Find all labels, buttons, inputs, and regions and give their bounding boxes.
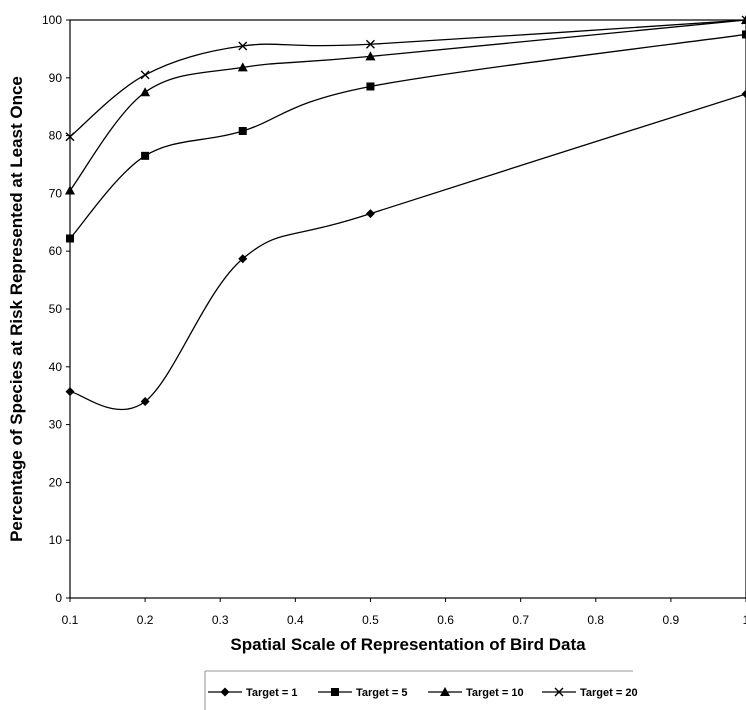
data-point-stroke <box>65 132 75 142</box>
legend-label: Target = 5 <box>356 687 407 699</box>
x-tick-label: 0.8 <box>587 613 604 627</box>
legend-marker <box>440 687 450 696</box>
legend-label: Target = 20 <box>580 687 638 699</box>
data-point <box>141 151 150 160</box>
data-point-stroke <box>238 41 248 51</box>
series-1 <box>65 89 746 411</box>
data-point <box>65 185 75 195</box>
y-tick-label: 20 <box>49 475 63 489</box>
y-tick-label: 90 <box>49 71 63 85</box>
data-point-stroke <box>741 19 746 25</box>
data-point <box>66 234 74 243</box>
data-point-stroke <box>365 39 375 49</box>
y-tick-label: 70 <box>49 186 63 200</box>
data-point <box>742 30 746 39</box>
y-tick-label: 50 <box>49 302 63 316</box>
x-tick-label: 0.3 <box>212 613 229 627</box>
series-layer <box>65 15 746 411</box>
y-tick-label: 60 <box>49 244 63 258</box>
x-tick-label: 0.2 <box>137 613 154 627</box>
data-point <box>140 70 150 80</box>
plot-area <box>69 19 746 599</box>
series-line <box>69 19 746 191</box>
legend-item: Target = 5 <box>318 687 407 699</box>
legend-item: Target = 1 <box>208 687 297 699</box>
x-tick-label: 0.6 <box>437 613 454 627</box>
y-axis-title: Percentage of Species at Risk Represente… <box>7 76 26 542</box>
legend-label: Target = 10 <box>466 687 524 699</box>
data-point <box>65 387 75 397</box>
data-point <box>140 396 150 406</box>
x-axis-ticks: 0.1 0.2 0.3 0.4 0.5 0.6 0.7 0.8 0.9 1 <box>62 598 746 627</box>
x-tick-label: 0.4 <box>287 613 304 627</box>
data-point-stroke <box>741 15 746 21</box>
y-tick-label: 30 <box>49 418 63 432</box>
legend-marker-stroke <box>554 687 564 697</box>
x-tick-label: 0.7 <box>512 613 529 627</box>
legend-marker <box>220 687 230 697</box>
x-tick-label: 1 <box>743 613 746 627</box>
y-tick-label: 100 <box>42 13 62 27</box>
data-point <box>741 15 746 25</box>
data-point <box>238 254 248 264</box>
data-point-stroke <box>140 70 150 80</box>
series-line <box>69 33 746 239</box>
data-point <box>238 41 248 51</box>
series-line <box>69 19 746 138</box>
data-point <box>741 89 746 99</box>
legend: Target = 1 Target = 5 Target = 10 Target = … <box>204 670 638 710</box>
legend-item: Target = 20 <box>542 687 638 699</box>
legend-label: Target = 1 <box>246 687 297 699</box>
data-point <box>365 209 375 219</box>
x-tick-label: 0.9 <box>663 613 680 627</box>
data-point <box>237 62 248 72</box>
y-tick-label: 40 <box>49 360 63 374</box>
y-axis-ticks: 0 10 20 30 40 50 60 70 80 90 100 <box>42 13 70 605</box>
y-tick-label: 80 <box>49 129 63 143</box>
x-tick-label: 0.5 <box>362 613 379 627</box>
y-tick-label: 10 <box>49 533 63 547</box>
data-point <box>65 132 75 142</box>
data-point <box>366 82 375 91</box>
series-2 <box>66 30 746 243</box>
series-4 <box>65 15 746 142</box>
legend-item: Target = 10 <box>428 687 524 699</box>
data-point <box>238 126 247 135</box>
y-tick-label: 0 <box>55 591 62 605</box>
legend-marker <box>331 688 339 696</box>
legend-marker <box>554 687 564 697</box>
data-point <box>140 87 151 97</box>
data-point <box>365 39 375 49</box>
series-3 <box>65 15 746 195</box>
data-point <box>365 51 376 61</box>
x-tick-label: 0.1 <box>62 613 79 627</box>
x-axis-title: Spatial Scale of Representation of Bird … <box>230 635 586 654</box>
